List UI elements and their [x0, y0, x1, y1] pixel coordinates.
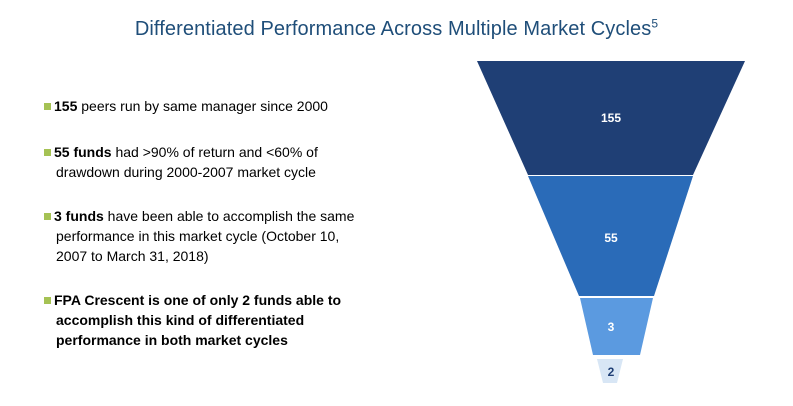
- bullet-item-55-funds: 55 funds had >90% of return and <60% of …: [44, 142, 404, 182]
- bullet-item-155-peers: 155 peers run by same manager since 2000: [44, 96, 404, 116]
- bullet-item-3-funds: 3 funds have been able to accomplish the…: [44, 206, 404, 266]
- bullet-square-icon: [44, 103, 51, 110]
- bullet-item-fpa-crescent: FPA Crescent is one of only 2 funds able…: [44, 290, 404, 350]
- bullet-text: had >90% of return and <60% of: [111, 144, 318, 160]
- bullet-text-line3: 2007 to March 31, 2018): [56, 248, 209, 264]
- bullet-text-line2: performance in this market cycle (Octobe…: [56, 228, 340, 244]
- bullet-text-line2: drawdown during 2000-2007 market cycle: [56, 164, 316, 180]
- bullet-text-line3: performance in both market cycles: [56, 332, 288, 348]
- bullet-bold-text: 55 funds: [54, 144, 112, 160]
- funnel-label-155: 155: [601, 111, 621, 125]
- title-text: Differentiated Performance Across Multip…: [134, 18, 652, 40]
- funnel-tier-3: [580, 298, 653, 355]
- title-footnote: 5: [651, 16, 659, 31]
- bullet-square-icon: [44, 297, 51, 304]
- bullet-square-icon: [44, 149, 51, 156]
- bullet-bold-text: 3 funds: [54, 208, 104, 224]
- bullet-text: peers run by same manager since 2000: [77, 98, 328, 114]
- funnel-label-2: 2: [608, 365, 615, 379]
- bullet-bold-text: FPA Crescent is one of only 2 funds able…: [54, 292, 342, 308]
- bullet-text: have been able to accomplish the same: [103, 208, 355, 224]
- funnel-label-55: 55: [604, 231, 618, 245]
- funnel-label-3: 3: [608, 320, 615, 334]
- funnel-tier-2: [597, 359, 623, 383]
- bullet-text-line2: accomplish this kind of differentiated: [56, 312, 305, 328]
- funnel-tier-155: [477, 61, 745, 175]
- bullet-bold-text: 155: [54, 98, 78, 114]
- bullet-square-icon: [44, 213, 51, 220]
- page-title: Differentiated Performance Across Multip…: [0, 16, 793, 41]
- funnel-tier-55: [528, 176, 693, 296]
